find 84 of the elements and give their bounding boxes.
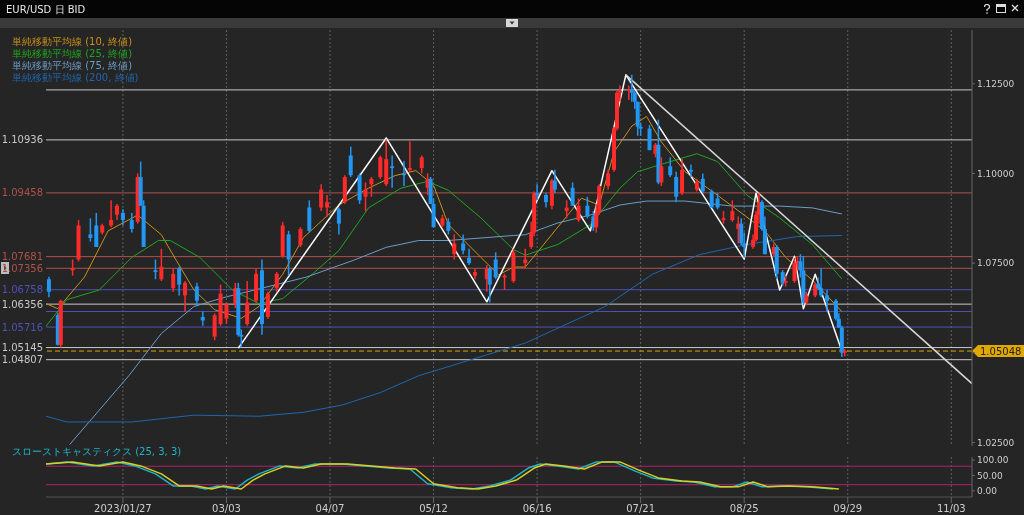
candlestick: [245, 280, 250, 327]
candlestick: [153, 258, 158, 280]
candlestick: [467, 248, 472, 266]
candlestick: [177, 265, 182, 297]
candlestick: [129, 212, 134, 234]
candlestick: [390, 154, 395, 189]
ref-line-label: 1.07681: [1, 251, 43, 263]
candlestick: [674, 170, 679, 203]
y-tick-label: 0.00: [977, 486, 998, 497]
x-tick-label: 05/12: [419, 503, 448, 515]
candlestick: [825, 289, 830, 313]
candlestick: [46, 275, 51, 298]
ref-line-label: 1.06758: [1, 284, 43, 296]
ref-line-label: 1.06356: [1, 298, 43, 310]
candlestick: [552, 169, 557, 194]
candlestick: [570, 181, 575, 207]
candlestick: [336, 206, 341, 236]
candlestick: [183, 280, 188, 313]
candlestick: [688, 163, 693, 178]
candlestick: [159, 248, 164, 282]
candlestick: [369, 176, 374, 198]
candlestick: [585, 196, 590, 220]
line-series: [69, 200, 843, 446]
candlestick: [307, 199, 312, 234]
ref-line-label: 1.05048: [980, 346, 1022, 358]
candlestick: [487, 265, 492, 304]
x-tick-label: 07/21: [626, 503, 656, 515]
text: 単純移動平均線 (25, 終値): [12, 48, 134, 60]
candlestick: [171, 267, 176, 293]
candlestick: [407, 140, 412, 173]
candlestick: [730, 199, 735, 223]
x-tick-label: 09/29: [833, 503, 863, 515]
y-tick-label: 1.02500: [977, 437, 1015, 448]
candlestick: [88, 217, 93, 243]
text: 単純移動平均線 (200, 終値): [12, 72, 139, 84]
text: 単純移動平均線 (10, 終値): [12, 36, 134, 48]
candlestick: [319, 183, 324, 212]
candlestick: [325, 194, 330, 218]
ref-line-label: 1.09458: [1, 187, 43, 199]
x-tick-label: 03/03: [212, 503, 241, 515]
candlestick: [212, 312, 217, 341]
candlestick: [842, 348, 847, 358]
chart-title: スローストキャスティクス (25, 3, 3): [12, 446, 182, 457]
chart-title: EUR/USD 日 BID: [6, 3, 86, 17]
candlestick: [298, 226, 303, 248]
x-tick-label: 2023/01/27: [94, 503, 152, 515]
candlestick: [461, 233, 466, 255]
text: 単純移動平均線 (75, 終値): [12, 60, 134, 72]
candlestick: [668, 156, 673, 178]
candlestick: [659, 156, 664, 187]
candlestick: [265, 291, 270, 320]
candlestick: [576, 197, 581, 223]
y-tick-label: 1.07500: [977, 258, 1015, 269]
ref-line-label: 1.05716: [1, 321, 43, 333]
candlestick: [819, 267, 824, 298]
x-tick-label: 11/03: [936, 503, 966, 515]
candlestick: [606, 169, 611, 191]
ref-line-label: 1.10936: [1, 134, 43, 146]
candlestick: [274, 271, 279, 293]
line-series: [46, 234, 843, 423]
x-tick-label: 04/07: [315, 503, 345, 515]
ref-line-label: 1.04807: [1, 354, 43, 366]
candlestick: [94, 212, 99, 248]
candlestick: [348, 145, 353, 178]
x-tick-label: 08/25: [729, 503, 759, 515]
candlestick: [452, 233, 457, 261]
line-series: [46, 115, 843, 319]
candlestick: [680, 158, 685, 196]
candlestick: [194, 282, 199, 307]
candlestick: [378, 154, 383, 180]
y-tick-label: 100.00: [977, 455, 1009, 466]
candlestick: [700, 172, 705, 194]
candlestick: [109, 199, 114, 228]
candlestick: [401, 160, 406, 187]
candlestick: [493, 251, 498, 280]
y-tick-label: 1.10000: [977, 168, 1015, 179]
line-series: [46, 153, 843, 327]
y-tick-label: 1.12500: [977, 78, 1015, 89]
ref-line-label: 1.05145: [1, 342, 43, 354]
y-tick-label: 50.00: [977, 470, 1004, 481]
candlestick: [363, 181, 368, 212]
candlestick: [535, 183, 540, 202]
x-tick-label: 06/16: [522, 503, 552, 515]
candlestick: [647, 124, 652, 151]
